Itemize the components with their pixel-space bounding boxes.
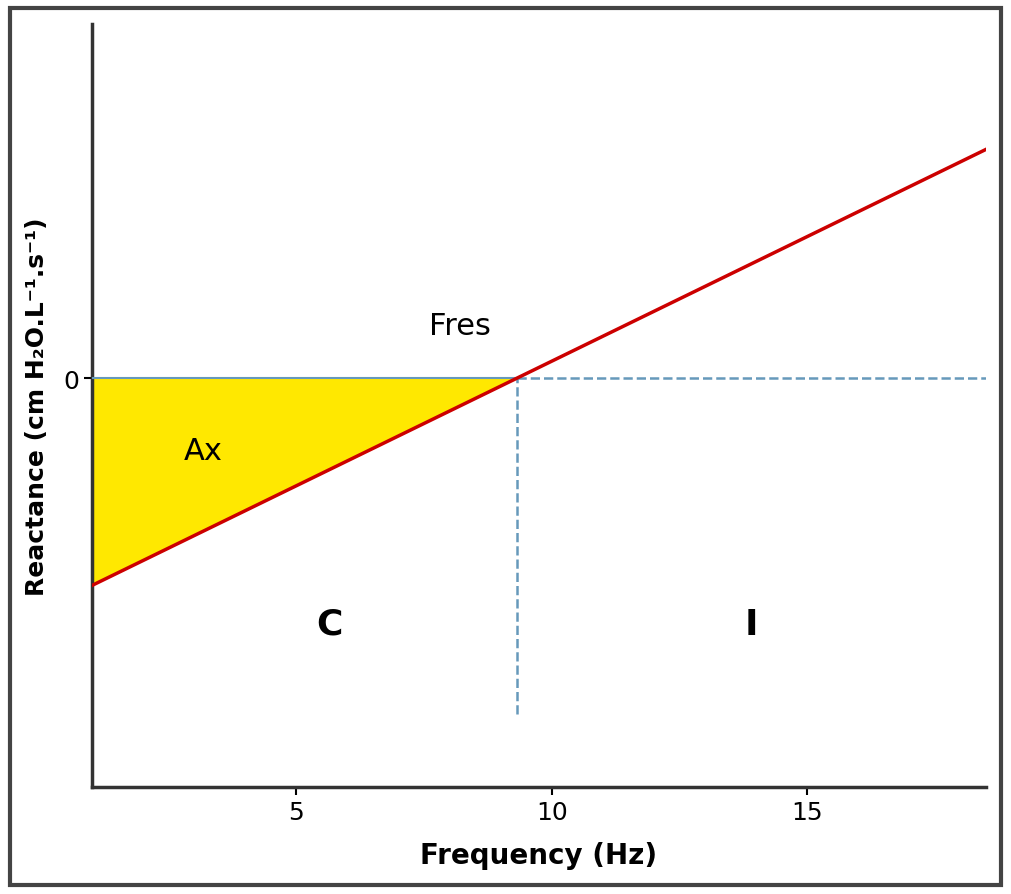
Text: Ax: Ax	[184, 437, 222, 466]
Text: I: I	[744, 607, 758, 641]
X-axis label: Frequency (Hz): Frequency (Hz)	[421, 841, 657, 869]
Y-axis label: Reactance (cm H₂O.L⁻¹.s⁻¹): Reactance (cm H₂O.L⁻¹.s⁻¹)	[25, 217, 49, 595]
Polygon shape	[92, 379, 517, 586]
Text: Fres: Fres	[430, 312, 491, 341]
Text: C: C	[316, 607, 343, 641]
